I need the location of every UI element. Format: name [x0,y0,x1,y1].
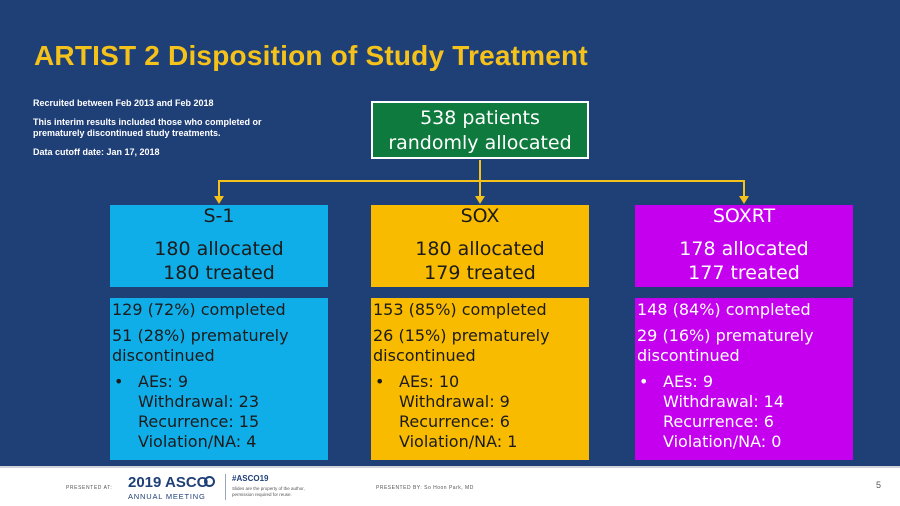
asco-logo: 2019 ASCO [128,474,209,491]
bullet-icon: • [639,372,649,391]
total-patients-line1: 538 patients [420,107,540,129]
connector-left-drop [218,180,220,196]
arm-sox-aes: • AEs: 10 [375,372,460,391]
arm-s1-recurrence: Recurrence: 15 [138,412,260,431]
arrow-right-icon [739,196,749,204]
arm-soxrt-recurrence: Recurrence: 6 [663,412,774,431]
arrow-left-icon [214,196,224,204]
arm-soxrt-name: SOXRT [712,205,776,227]
arm-soxrt-discontinued-line2: discontinued [637,346,740,365]
slide-footer: PRESENTED AT: 2019 ASCO ANNUAL MEETING #… [0,466,900,506]
arm-soxrt-allocation-box: SOXRT 178 allocated 177 treated [635,205,853,287]
presenter-label: PRESENTED BY: So Hoon Park, MD [376,485,474,491]
arm-s1-treated: 180 treated [163,262,275,284]
arm-sox-withdrawal: Withdrawal: 9 [399,392,510,411]
note-cutoff: Data cutoff date: Jan 17, 2018 [33,147,160,157]
slide-title: ARTIST 2 Disposition of Study Treatment [34,40,588,71]
page-number: 5 [876,480,882,490]
copyright-note: Slides are the property of the author, p… [232,486,305,497]
note-interim: This interim results included those who … [33,117,262,138]
footer-divider [225,474,226,500]
study-notes: Recruited between Feb 2013 and Feb 2018 … [33,98,283,166]
arm-sox-recurrence: Recurrence: 6 [399,412,510,431]
presented-at-label: PRESENTED AT: [66,485,113,491]
arm-s1-aes: • AEs: 9 [114,372,189,391]
arm-sox-completed: 153 (85%) completed [373,300,547,319]
arm-s1-name: S-1 [203,205,235,227]
arm-soxrt-reasons-list: • AEs: 9 [637,372,853,392]
arm-s1-allocation-box: S-1 180 allocated 180 treated [110,205,328,287]
arm-sox-allocation-box: SOX 180 allocated 179 treated [371,205,589,287]
arm-s1-completed: 129 (72%) completed [112,300,286,319]
arrow-middle-icon [475,196,485,204]
connector-right-drop [743,180,745,196]
arm-soxrt-violation: Violation/NA: 0 [663,432,782,451]
arm-s1-discontinued-line1: 51 (28%) prematurely [112,326,289,345]
total-patients-box: 538 patients randomly allocated [371,101,589,159]
asco-hashtag: #ASCO19 [232,474,269,483]
arm-soxrt-discontinued-line1: 29 (16%) prematurely [637,326,814,345]
note-recruitment: Recruited between Feb 2013 and Feb 2018 [33,98,214,108]
arm-sox-reasons-list: • AEs: 10 [373,372,589,392]
arm-sox-allocated: 180 allocated [415,238,545,260]
connector-horizontal [218,180,745,182]
arm-s1-detail-box: 129 (72%) completed 51 (28%) prematurely… [110,298,328,460]
arm-sox-name: SOX [460,205,500,227]
arm-s1-discontinued-line2: discontinued [112,346,215,365]
connector-middle-drop [479,180,481,196]
bullet-icon: • [114,372,124,391]
arm-s1-violation: Violation/NA: 4 [138,432,257,451]
arm-soxrt-aes: • AEs: 9 [639,372,714,391]
arm-s1-withdrawal: Withdrawal: 23 [138,392,260,411]
arm-sox-treated: 179 treated [424,262,536,284]
arm-soxrt-detail-box: 148 (84%) completed 29 (16%) prematurely… [635,298,853,460]
asco-meeting-label: ANNUAL MEETING [128,492,206,501]
arm-soxrt-allocated: 178 allocated [679,238,809,260]
arm-soxrt-treated: 177 treated [688,262,800,284]
bullet-icon: • [375,372,385,391]
arm-soxrt-completed: 148 (84%) completed [637,300,811,319]
arm-sox-discontinued-line1: 26 (15%) prematurely [373,326,550,345]
arm-soxrt-withdrawal: Withdrawal: 14 [663,392,785,411]
arm-s1-allocated: 180 allocated [154,238,284,260]
connector-vertical-top [479,160,481,181]
asco-logo-icon [204,476,215,487]
arm-s1-reasons-list: • AEs: 9 [112,372,328,392]
arm-sox-discontinued-line2: discontinued [373,346,476,365]
arm-sox-detail-box: 153 (85%) completed 26 (15%) prematurely… [371,298,589,460]
arm-sox-violation: Violation/NA: 1 [399,432,518,451]
total-patients-line2: randomly allocated [388,132,572,154]
